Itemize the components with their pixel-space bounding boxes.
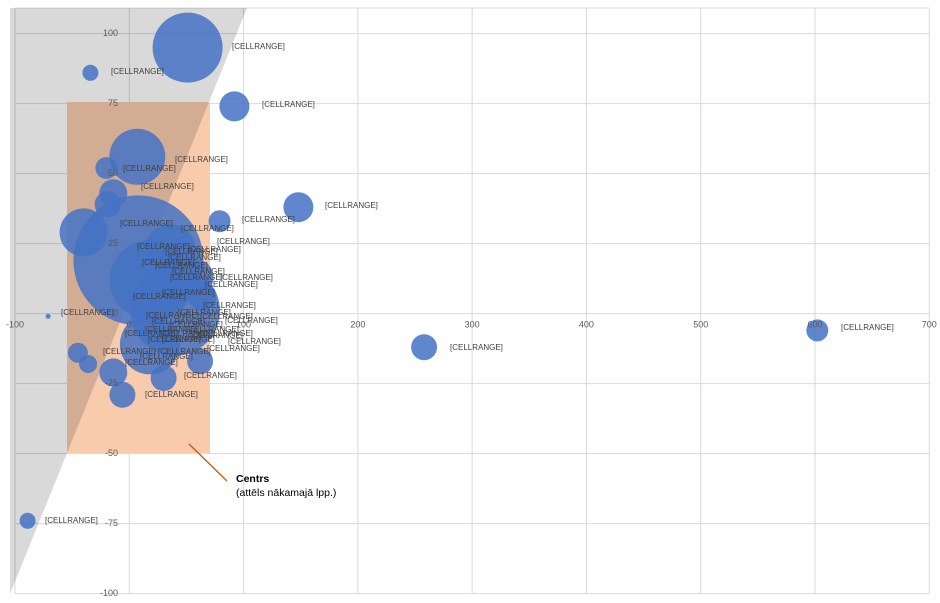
data-bubble bbox=[283, 192, 314, 223]
data-bubble bbox=[82, 64, 99, 81]
data-label: [CELLRANGE] bbox=[175, 155, 228, 164]
y-axis-tick-label: -25 bbox=[105, 378, 118, 388]
data-label: [CELLRANGE] bbox=[140, 352, 193, 361]
data-label: [CELLRANGE] bbox=[111, 67, 164, 76]
data-bubble bbox=[59, 208, 108, 257]
data-bubble bbox=[187, 348, 214, 375]
data-label: [CELLRANGE] bbox=[200, 329, 253, 338]
data-label: [CELLRANGE] bbox=[141, 182, 194, 191]
data-label: [CELLRANGE] bbox=[103, 347, 156, 356]
x-axis-tick-label: 400 bbox=[579, 319, 594, 329]
data-bubble bbox=[79, 355, 98, 373]
data-label: [CELLRANGE] bbox=[152, 317, 205, 326]
data-label: [CELLRANGE] bbox=[200, 312, 253, 321]
data-label: [CELLRANGE] bbox=[133, 292, 186, 301]
data-bubble bbox=[152, 12, 223, 83]
data-label: [CELLRANGE] bbox=[170, 320, 223, 329]
x-axis-tick-label: 600 bbox=[807, 319, 822, 329]
data-label: [CELLRANGE] bbox=[120, 219, 173, 228]
data-label: [CELLRANGE] bbox=[205, 280, 258, 289]
data-bubble bbox=[94, 191, 121, 218]
centrs-annotation: Centrs (attēls nākamajā lpp.) bbox=[236, 472, 336, 500]
data-bubble bbox=[99, 358, 128, 387]
data-label: [CELLRANGE] bbox=[145, 390, 198, 399]
y-axis-tick-label: -50 bbox=[105, 448, 118, 458]
x-axis-tick-label: 700 bbox=[922, 319, 937, 329]
data-label: [CELLRANGE] bbox=[162, 335, 215, 344]
data-label: [CELLRANGE] bbox=[170, 273, 223, 282]
data-label: [CELLRANGE] bbox=[146, 311, 199, 320]
data-label: [CELLRANGE] bbox=[242, 215, 295, 224]
y-axis-tick-label: 0 bbox=[113, 308, 118, 318]
y-axis-tick-label: 50 bbox=[108, 168, 118, 178]
data-label: [CELLRANGE] bbox=[148, 335, 201, 344]
data-bubble bbox=[119, 314, 180, 375]
data-label: [CELLRANGE] bbox=[186, 325, 239, 334]
data-label: [CELLRANGE] bbox=[123, 164, 176, 173]
x-axis-tick-label: -100 bbox=[6, 319, 24, 329]
data-label: [CELLRANGE] bbox=[178, 308, 231, 317]
y-axis-tick-label: -100 bbox=[100, 588, 118, 598]
data-label: [CELLRANGE] bbox=[125, 329, 178, 338]
data-label: [CELLRANGE] bbox=[190, 331, 243, 340]
data-label: [CELLRANGE] bbox=[450, 343, 503, 352]
annotation-title: Centrs bbox=[236, 473, 270, 485]
data-bubble bbox=[411, 334, 438, 361]
data-label: [CELLRANGE] bbox=[207, 344, 260, 353]
data-bubble bbox=[19, 512, 36, 529]
data-bubble bbox=[208, 210, 231, 233]
data-label: [CELLRANGE] bbox=[125, 358, 178, 367]
data-label: [CELLRANGE] bbox=[45, 516, 98, 525]
data-label: [CELLRANGE] bbox=[184, 371, 237, 380]
data-label: [CELLRANGE] bbox=[165, 247, 218, 256]
data-label: [CELLRANGE] bbox=[172, 267, 225, 276]
data-label: [CELLRANGE] bbox=[232, 42, 285, 51]
y-axis-tick-label: 100 bbox=[103, 28, 118, 38]
data-bubble bbox=[109, 381, 136, 408]
data-bubble bbox=[109, 128, 166, 185]
x-axis-tick-label: 500 bbox=[693, 319, 708, 329]
data-label: [CELLRANGE] bbox=[158, 347, 211, 356]
x-axis-tick-label: 0 bbox=[127, 319, 132, 329]
data-label: [CELLRANGE] bbox=[61, 308, 114, 317]
annotation-subtitle: (attēls nākamajā lpp.) bbox=[236, 487, 337, 499]
y-axis-tick-label: 75 bbox=[108, 98, 118, 108]
data-bubble bbox=[95, 157, 118, 179]
data-label: [CELLRANGE] bbox=[181, 224, 234, 233]
data-label: [CELLRANGE] bbox=[188, 245, 241, 254]
data-label: [CELLRANGE] bbox=[220, 273, 273, 282]
data-label: [CELLRANGE] bbox=[155, 261, 208, 270]
data-bubble bbox=[45, 313, 51, 319]
data-bubble bbox=[145, 224, 196, 275]
data-label: [CELLRANGE] bbox=[262, 100, 315, 109]
x-axis-tick-label: 100 bbox=[236, 319, 251, 329]
data-label: [CELLRANGE] bbox=[325, 201, 378, 210]
data-label: [CELLRANGE] bbox=[145, 325, 198, 334]
data-label: [CELLRANGE] bbox=[142, 258, 195, 267]
data-bubble bbox=[806, 319, 829, 342]
data-label: [CELLRANGE] bbox=[841, 323, 894, 332]
x-axis-tick-label: 200 bbox=[350, 319, 365, 329]
data-label: [CELLRANGE] bbox=[203, 301, 256, 310]
data-label: [CELLRANGE] bbox=[217, 237, 270, 246]
x-axis-tick-label: 300 bbox=[465, 319, 480, 329]
data-label: [CELLRANGE] bbox=[225, 316, 278, 325]
data-bubble bbox=[219, 91, 250, 122]
y-axis-tick-label: -75 bbox=[105, 518, 118, 528]
y-axis-tick-label: 25 bbox=[108, 238, 118, 248]
data-label: [CELLRANGE] bbox=[228, 337, 281, 346]
annotation-arrow bbox=[188, 443, 228, 482]
data-label: [CELLRANGE] bbox=[162, 288, 215, 297]
data-label: [CELLRANGE] bbox=[168, 253, 221, 262]
data-bubble bbox=[150, 365, 177, 391]
data-label: [CELLRANGE] bbox=[160, 329, 213, 338]
data-label: [CELLRANGE] bbox=[137, 242, 190, 251]
